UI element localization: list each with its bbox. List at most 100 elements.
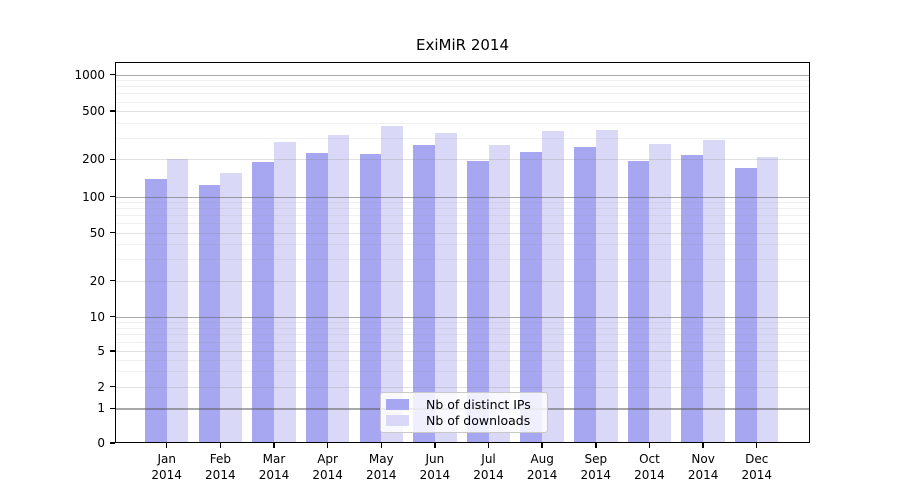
x-axis-label-feb: Feb 2014 — [205, 452, 236, 482]
gridline-90 — [115, 202, 810, 204]
y-axis-tick-500 — [110, 110, 115, 112]
gridline-5 — [115, 351, 810, 353]
bar-nb-of-distinct-ips-mar — [252, 162, 274, 443]
y-axis-tick-5 — [110, 350, 115, 352]
legend-swatch-downloads — [386, 415, 409, 427]
y-axis-label-20: 20 — [89, 273, 105, 288]
bar-nb-of-distinct-ips-nov — [681, 155, 704, 443]
gridline-200 — [115, 159, 810, 161]
x-axis-tick-jul — [487, 443, 490, 448]
x-axis-label-mar: Mar 2014 — [258, 452, 290, 482]
bar-nb-of-downloads-sep — [595, 129, 618, 443]
gridline-30 — [115, 259, 810, 261]
gridline-300 — [115, 137, 810, 139]
y-axis-tick-1 — [110, 407, 115, 409]
x-axis-tick-aug — [541, 443, 543, 448]
x-axis-label-oct: Oct 2014 — [634, 452, 665, 482]
gridline-2 — [115, 386, 810, 388]
gridline-800 — [115, 86, 810, 88]
gridline-50 — [115, 232, 810, 234]
y-axis-label-50: 50 — [89, 225, 105, 240]
x-axis-label-apr: Apr 2014 — [312, 452, 343, 482]
y-axis-label-5: 5 — [97, 344, 105, 358]
bar-nb-of-downloads-oct — [649, 144, 672, 443]
x-axis-tick-feb — [219, 443, 222, 448]
legend-swatch-distinct-ips — [386, 398, 409, 410]
y-axis-tick-100 — [110, 196, 115, 198]
x-axis-tick-may — [380, 443, 382, 448]
y-axis-tick-50 — [110, 232, 115, 234]
bar-nb-of-distinct-ips-jun — [413, 145, 435, 443]
bar-nb-of-distinct-ips-oct — [627, 160, 650, 443]
gridline-600 — [115, 101, 810, 103]
bar-nb-of-downloads-nov — [703, 139, 725, 443]
y-axis-tick-1000 — [110, 74, 115, 76]
y-axis-label-0: 0 — [97, 436, 105, 450]
gridline-8 — [115, 327, 810, 329]
y-axis-label-500: 500 — [82, 104, 105, 119]
bar-nb-of-distinct-ips-jul — [466, 160, 489, 443]
bar-nb-of-downloads-apr — [327, 134, 350, 443]
y-axis-tick-10 — [110, 316, 115, 318]
x-axis-tick-nov — [702, 443, 704, 448]
x-axis-label-jan: Jan 2014 — [151, 452, 182, 482]
y-axis-label-200: 200 — [82, 152, 105, 167]
gridline-60 — [115, 223, 810, 225]
y-axis-tick-2 — [110, 386, 115, 388]
gridline-9 — [115, 321, 810, 323]
bar-nb-of-distinct-ips-may — [359, 154, 382, 443]
gridline-400 — [115, 122, 810, 124]
gridline-7 — [115, 334, 810, 336]
gridline-40 — [115, 244, 810, 246]
gridline-100 — [115, 196, 810, 199]
x-axis-label-jul: Jul 2014 — [473, 452, 504, 482]
bar-nb-of-distinct-ips-feb — [198, 184, 221, 443]
bar-nb-of-distinct-ips-dec — [735, 168, 757, 443]
gridline-1000 — [115, 74, 810, 77]
y-axis-tick-200 — [110, 158, 115, 160]
x-axis-tick-jan — [166, 443, 168, 448]
x-axis-label-dec: Dec 2014 — [741, 452, 772, 482]
x-axis-tick-dec — [756, 443, 758, 448]
gridline-70 — [115, 215, 810, 217]
x-axis-label-nov: Nov 2014 — [687, 452, 719, 482]
bar-nb-of-distinct-ips-apr — [305, 153, 328, 443]
legend-label-downloads: Nb of downloads — [426, 413, 531, 429]
gridline-10 — [115, 316, 810, 319]
x-axis-tick-sep — [595, 443, 597, 448]
gridline-700 — [115, 93, 810, 95]
bar-nb-of-downloads-feb — [220, 173, 243, 443]
x-axis-label-sep: Sep 2014 — [580, 452, 612, 482]
y-axis-label-2: 2 — [97, 379, 105, 394]
x-axis-tick-oct — [648, 443, 651, 448]
gridline-6 — [115, 341, 810, 343]
y-axis-label-1000: 1000 — [74, 67, 105, 82]
x-axis-label-jun: Jun 2014 — [419, 452, 451, 482]
gridline-500 — [115, 111, 810, 113]
gridline-20 — [115, 280, 810, 282]
x-axis-tick-apr — [326, 443, 329, 448]
x-axis-label-may: May 2014 — [365, 452, 397, 482]
gridline-80 — [115, 208, 810, 210]
bar-nb-of-downloads-jun — [434, 132, 457, 443]
bar-nb-of-distinct-ips-sep — [574, 146, 596, 443]
y-axis-label-1: 1 — [97, 401, 105, 416]
y-axis-label-100: 100 — [82, 189, 105, 204]
y-axis-label-10: 10 — [89, 309, 105, 324]
y-axis-tick-0 — [110, 442, 115, 444]
plot-area — [115, 62, 810, 443]
legend: Nb of distinct IPs Nb of downloads — [380, 392, 548, 433]
legend-label-distinct-ips: Nb of distinct IPs — [426, 396, 531, 412]
legend-entry-downloads: Nb of downloads — [386, 413, 541, 430]
bar-nb-of-downloads-jan — [166, 159, 189, 443]
bar-nb-of-downloads-mar — [273, 141, 296, 443]
gridline-900 — [115, 80, 810, 82]
bar-nb-of-distinct-ips-jan — [145, 178, 167, 443]
x-axis-tick-jun — [434, 443, 436, 448]
gridline-4 — [115, 359, 810, 361]
bar-nb-of-downloads-may — [381, 126, 403, 443]
bar-nb-of-downloads-aug — [542, 130, 564, 443]
bar-nb-of-distinct-ips-aug — [520, 151, 543, 443]
x-axis-label-aug: Aug 2014 — [526, 452, 558, 482]
